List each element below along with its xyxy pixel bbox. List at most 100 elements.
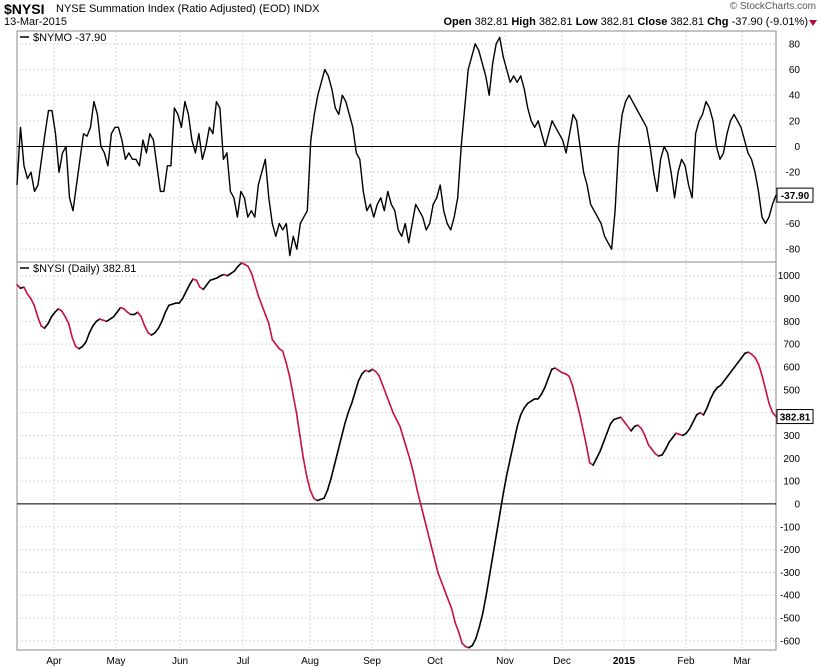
nysi-segment <box>547 368 553 380</box>
nysi-segment <box>647 443 653 450</box>
nysi-segment <box>475 626 481 640</box>
nysi-segment <box>671 432 677 439</box>
nysi-segment <box>285 361 291 377</box>
nysi-segment <box>688 420 695 430</box>
nysi-segment <box>423 516 429 533</box>
nysi-segment <box>768 402 774 414</box>
close-value: 382.81 <box>670 16 705 28</box>
nysi-segment <box>713 386 719 393</box>
nysi-segment <box>630 425 636 432</box>
nysi-segment <box>723 375 729 382</box>
y-tick-label: 40 <box>789 91 801 102</box>
nysi-segment <box>537 393 543 400</box>
nysi-segment <box>585 443 591 464</box>
nysi-segment <box>136 311 142 318</box>
nysi-segment <box>309 489 315 500</box>
y-tick-label: 1000 <box>778 271 801 282</box>
nysi-segment <box>16 284 22 290</box>
nysi-segment <box>299 434 305 460</box>
nysi-segment <box>374 370 381 377</box>
nysi-segment <box>602 432 608 444</box>
nysi-segment <box>443 589 450 601</box>
nysi-segment <box>733 361 739 368</box>
nysi-segment <box>237 262 243 268</box>
nysi-segment <box>623 420 629 428</box>
nysi-segment <box>181 290 187 300</box>
y-tick-label: -200 <box>780 545 800 556</box>
nysi-segment <box>719 379 726 387</box>
nysi-segment <box>761 375 767 391</box>
nysi-segment <box>26 293 32 300</box>
nysi-segment <box>495 512 501 535</box>
nysi-segment <box>195 279 201 288</box>
nysi-segment <box>737 357 743 364</box>
low-label: Low <box>575 16 598 28</box>
x-tick-label: Jun <box>172 656 188 667</box>
nysi-segment <box>254 284 260 298</box>
nysi-segment <box>388 402 394 414</box>
nysi-segment <box>247 265 253 275</box>
nysi-segment <box>450 608 456 624</box>
nysi-line <box>16 262 777 649</box>
x-tick-label: Nov <box>496 656 514 667</box>
high-value: 382.81 <box>538 16 573 28</box>
nysi-segment <box>116 306 122 314</box>
nysi-segment <box>409 459 415 476</box>
y-tick-label: 900 <box>783 294 800 305</box>
nysi-segment <box>709 391 715 400</box>
nysi-segment <box>650 448 657 455</box>
nysi-segment <box>502 473 508 494</box>
y-tick-label: 300 <box>783 431 800 442</box>
y-tick-label: -100 <box>780 522 800 533</box>
y-tick-label: -20 <box>786 168 801 179</box>
last-value-label: 382.81 <box>780 413 811 424</box>
y-tick-label: 80 <box>789 39 801 50</box>
nysi-segment <box>606 423 612 434</box>
nysi-segment <box>485 573 491 597</box>
x-tick-label: Aug <box>301 656 319 667</box>
nysi-segment <box>330 464 336 480</box>
legend-label: $NYMO -37.90 <box>33 32 106 44</box>
nysi-segment <box>461 642 467 648</box>
nysi-segment <box>575 398 581 414</box>
high-label: High <box>511 16 536 28</box>
y-tick-label: -80 <box>786 245 801 256</box>
nysi-segment <box>54 307 60 314</box>
nysi-segment <box>595 450 601 460</box>
nysi-segment <box>637 424 643 430</box>
ohlc-readout: Open 382.81 High 382.81 Low 382.81 Close… <box>443 16 808 28</box>
nysi-segment <box>581 427 588 446</box>
nysi-segment <box>288 375 294 396</box>
nysi-segment <box>440 580 446 592</box>
nysi-segment <box>702 407 708 416</box>
nysi-segment <box>599 441 605 453</box>
nysi-segment <box>340 423 346 439</box>
y-tick-label: 0 <box>794 499 800 510</box>
x-tick-label: Dec <box>553 656 571 667</box>
nysi-segment <box>71 336 77 348</box>
nysi-segment <box>295 411 301 437</box>
nysi-segment <box>140 315 146 327</box>
x-tick-label: Sep <box>363 656 381 667</box>
nysi-segment <box>305 475 312 492</box>
nysi-segment <box>509 441 515 460</box>
nysi-segment <box>178 297 184 304</box>
chg-label: Chg <box>707 16 729 28</box>
close-label: Close <box>637 16 668 28</box>
y-tick-label: 100 <box>783 477 800 488</box>
nysi-segment <box>571 384 577 400</box>
nysi-segment <box>271 338 277 345</box>
nysi-segment <box>478 612 484 628</box>
down-arrow-icon <box>809 20 817 26</box>
chart-date: 13-Mar-2015 <box>4 16 67 28</box>
nymo-line <box>16 36 777 257</box>
nysi-segment <box>771 411 777 418</box>
nysi-segment <box>381 384 387 396</box>
nysi-segment <box>33 304 39 318</box>
nysi-segment <box>392 411 398 421</box>
nysi-segment <box>544 377 550 389</box>
nysi-segment <box>292 393 298 414</box>
nysi-segment <box>692 414 698 423</box>
brand-watermark: © StockCharts.com <box>729 1 816 12</box>
nysi-segment <box>50 311 56 318</box>
